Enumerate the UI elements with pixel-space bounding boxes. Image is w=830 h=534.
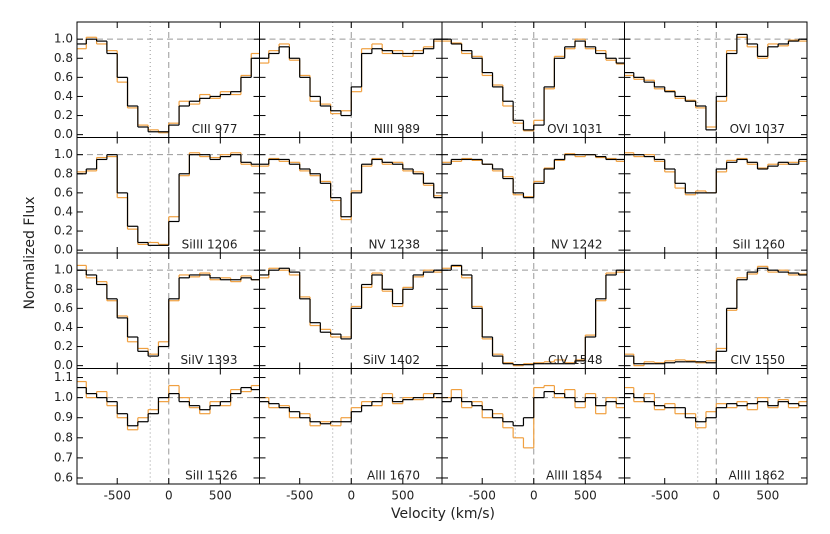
x-tick-label: -500 bbox=[469, 489, 496, 503]
y-tick-label: 0.9 bbox=[54, 410, 73, 424]
y-tick-label: 1.1 bbox=[54, 370, 73, 384]
line-label: NV 1238 bbox=[368, 238, 420, 252]
y-tick-label: 0.0 bbox=[54, 358, 73, 372]
x-tick-label: 500 bbox=[756, 489, 779, 503]
line-label: CIV 1550 bbox=[731, 353, 785, 367]
line-label: SiII 1526 bbox=[185, 469, 237, 483]
line-label: OVI 1037 bbox=[730, 122, 785, 136]
y-tick-label: 0.7 bbox=[54, 450, 73, 464]
line-label: SiIV 1393 bbox=[180, 353, 237, 367]
line-label: NV 1242 bbox=[551, 238, 603, 252]
y-tick-label: 0.4 bbox=[54, 320, 73, 334]
y-tick-label: 0.4 bbox=[54, 204, 73, 218]
y-tick-label: 0.6 bbox=[54, 70, 73, 84]
x-tick-label: -500 bbox=[286, 489, 313, 503]
line-label: AlII 1670 bbox=[367, 469, 420, 483]
step-riser bbox=[450, 391, 617, 426]
line-label: NIII 989 bbox=[374, 122, 420, 136]
y-tick-label: 1.0 bbox=[54, 390, 73, 404]
line-label: AlIII 1862 bbox=[728, 469, 785, 483]
y-tick-label: 0.6 bbox=[54, 185, 73, 199]
y-tick-label: 0.6 bbox=[54, 301, 73, 315]
y-tick-label: 1.0 bbox=[54, 263, 73, 277]
y-tick-label: 0.8 bbox=[54, 430, 73, 444]
line-label: SiIII 1206 bbox=[182, 238, 238, 252]
y-tick-label: 0.2 bbox=[54, 224, 73, 238]
y-axis-label: Normalized Flux bbox=[22, 197, 38, 310]
panel-frame bbox=[624, 368, 808, 485]
x-tick-label: 0 bbox=[165, 489, 173, 503]
step-riser bbox=[450, 39, 617, 130]
y-tick-label: 1.0 bbox=[54, 32, 73, 46]
step-riser bbox=[85, 39, 252, 132]
y-tick-label: 0.0 bbox=[54, 127, 73, 141]
step-riser bbox=[268, 268, 435, 339]
x-tick-label: 0 bbox=[530, 489, 538, 503]
y-tick-label: 0.8 bbox=[54, 282, 73, 296]
x-tick-label: 500 bbox=[574, 489, 597, 503]
y-tick-label: 0.2 bbox=[54, 339, 73, 353]
line-label: AlIII 1854 bbox=[546, 469, 603, 483]
y-tick-label: 0.0 bbox=[54, 243, 73, 257]
line-label: SiII 1260 bbox=[733, 238, 785, 252]
y-tick-label: 0.4 bbox=[54, 89, 73, 103]
x-tick-label: -500 bbox=[104, 489, 131, 503]
x-tick-label: 0 bbox=[712, 489, 720, 503]
step-riser bbox=[643, 154, 800, 193]
step-riser bbox=[633, 393, 800, 422]
step-riser bbox=[633, 34, 800, 130]
y-tick-label: 1.0 bbox=[54, 147, 73, 161]
y-tick-label: 0.2 bbox=[54, 108, 73, 122]
line-label: SiIV 1402 bbox=[363, 353, 420, 367]
x-tick-label: 500 bbox=[209, 489, 232, 503]
step-riser bbox=[268, 159, 435, 217]
line-label: CIV 1548 bbox=[548, 353, 602, 367]
x-tick-label: -500 bbox=[651, 489, 678, 503]
y-tick-label: 0.8 bbox=[54, 51, 73, 65]
line-label: CIII 977 bbox=[192, 122, 238, 136]
step-riser bbox=[85, 387, 252, 426]
x-tick-label: 0 bbox=[347, 489, 355, 503]
y-tick-label: 0.8 bbox=[54, 166, 73, 180]
y-tick-label: 0.6 bbox=[54, 470, 73, 484]
x-axis-label: Velocity (km/s) bbox=[391, 506, 495, 522]
x-tick-label: 500 bbox=[391, 489, 414, 503]
step-riser bbox=[85, 154, 252, 246]
line-label: OVI 1031 bbox=[547, 122, 602, 136]
